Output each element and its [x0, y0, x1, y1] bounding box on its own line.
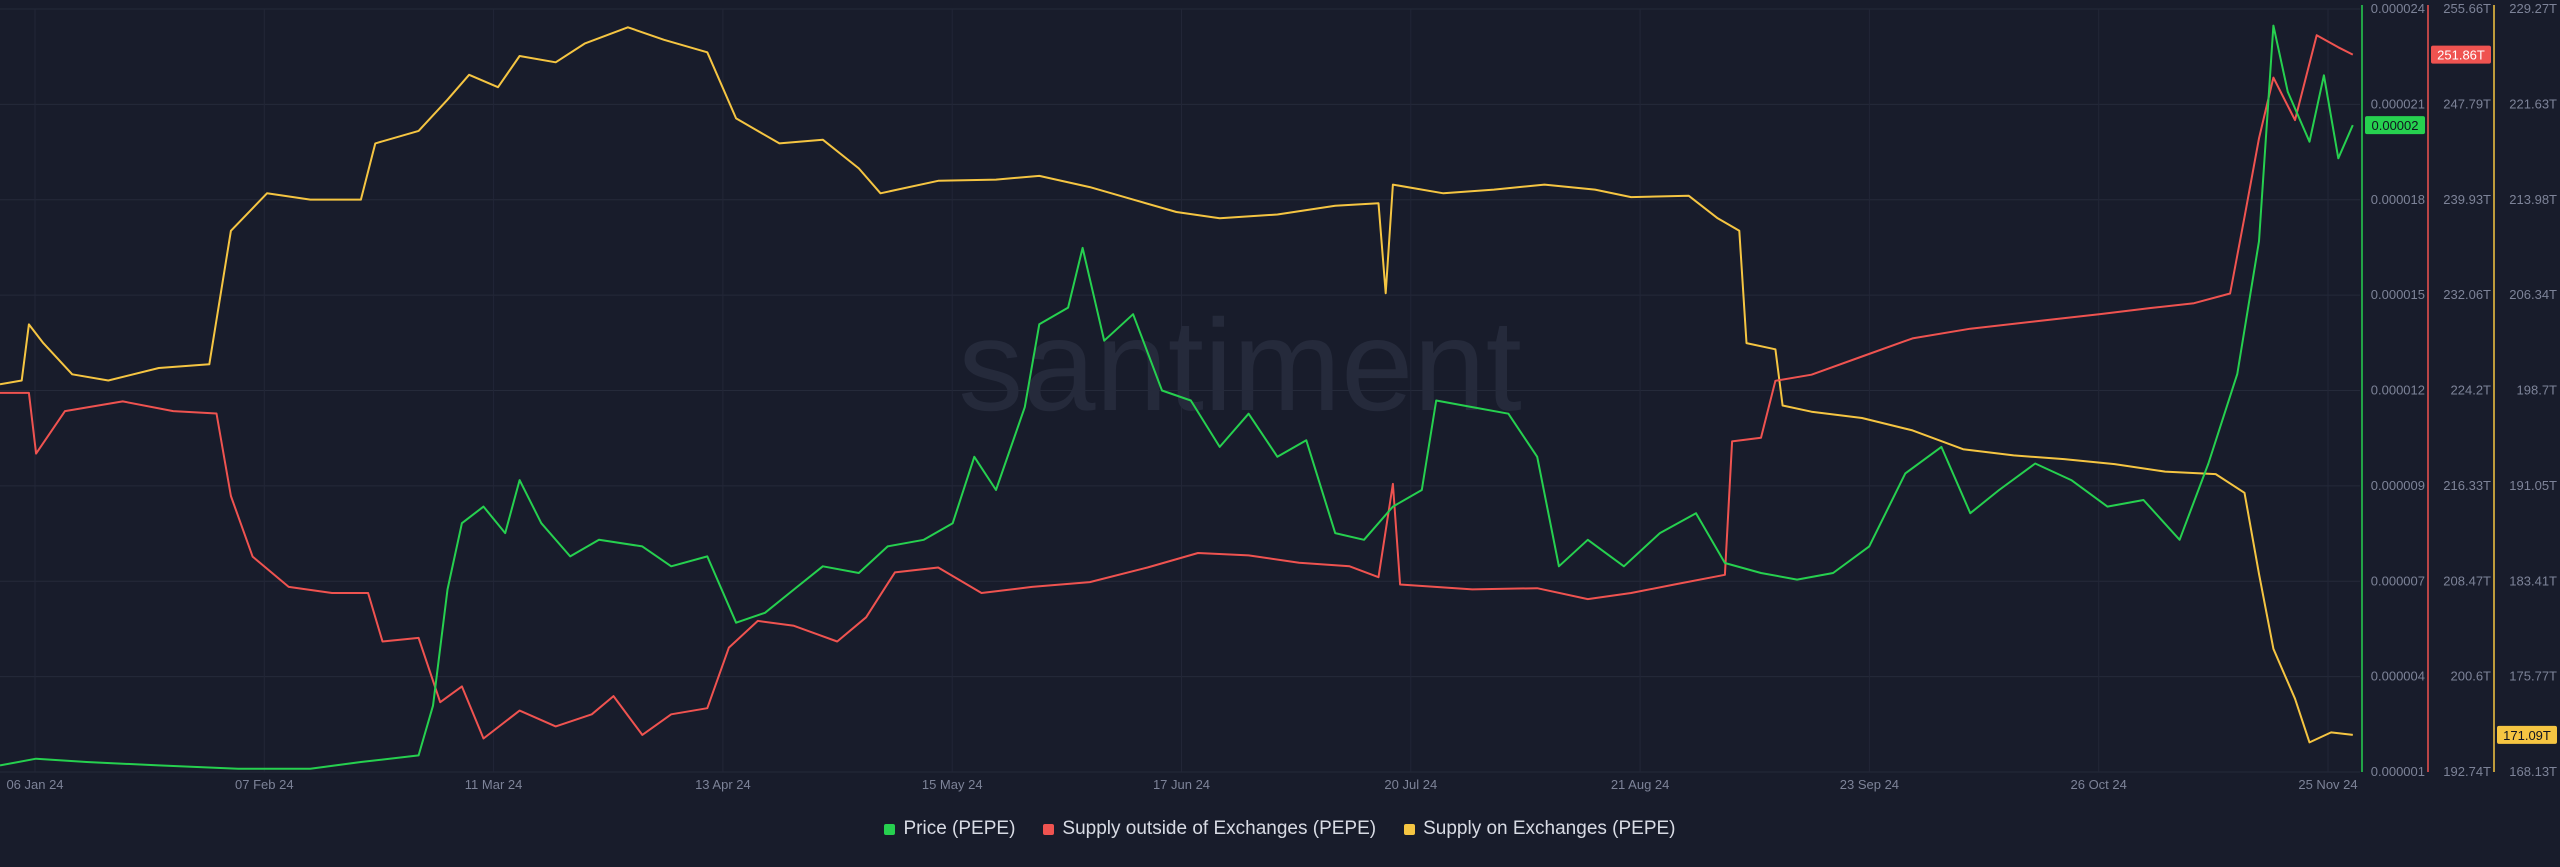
legend-label-supply-on: Supply on Exchanges (PEPE) — [1423, 818, 1676, 839]
legend-swatch-price — [884, 823, 896, 835]
chart-grid — [0, 8, 2360, 773]
x-axis: 06 Jan 24 07 Feb 24 11 Mar 24 13 Apr 24 15 M… — [6, 777, 2357, 792]
legend-label-price: Price (PEPE) — [903, 818, 1016, 839]
x-tick-label: 06 Jan 24 — [6, 777, 63, 792]
legend-label-supply-outside: Supply outside of Exchanges (PEPE) — [1062, 818, 1377, 839]
legend: Price (PEPE) Supply outside of Exchanges… — [0, 818, 2560, 840]
legend-swatch-supply-outside — [1043, 823, 1055, 835]
y-tick-label-price: 0.000021 — [2371, 96, 2425, 111]
last-value-badge-bg — [2497, 725, 2557, 744]
y-tick-label-supply_outside: 200.6T — [2451, 669, 2492, 684]
y-tick-label-price: 0.000012 — [2371, 383, 2425, 398]
x-tick-label: 13 Apr 24 — [695, 777, 751, 792]
y-tick-label-supply_outside: 224.2T — [2451, 383, 2492, 398]
last-value-badge-label: 171.09T — [2503, 728, 2551, 743]
y-tick-label-supply_outside: 216.33T — [2443, 478, 2491, 493]
last-value-badge-label: 0.00002 — [2372, 118, 2419, 133]
x-tick-label: 21 Aug 24 — [1611, 777, 1670, 792]
y-tick-label-supply_on: 206.34T — [2509, 287, 2557, 302]
y-tick-label-supply_outside: 192.74T — [2443, 764, 2491, 779]
watermark-text: santiment — [958, 292, 1522, 438]
y-tick-label-price: 0.000015 — [2371, 287, 2425, 302]
y-tick-label-supply_outside: 232.06T — [2443, 287, 2491, 302]
y-tick-label-supply_on: 221.63T — [2509, 96, 2557, 111]
y-tick-label-price: 0.000024 — [2371, 1, 2425, 16]
x-tick-label: 20 Jul 24 — [1384, 777, 1437, 792]
y-tick-label-price: 0.000009 — [2371, 478, 2425, 493]
x-tick-label: 25 Nov 24 — [2298, 777, 2357, 792]
x-tick-label: 23 Sep 24 — [1840, 777, 1899, 792]
series-line-price — [0, 24, 2354, 770]
y-tick-label-price: 0.000007 — [2371, 573, 2425, 588]
legend-swatch-supply-on — [1404, 823, 1416, 835]
y-tick-label-supply_on: 229.27T — [2509, 1, 2557, 16]
y-tick-label-supply_on: 213.98T — [2509, 192, 2557, 207]
y-tick-label-supply_on: 183.41T — [2509, 573, 2557, 588]
axis-layer: 0.000024 0.000021 0.000018 0.000015 0.000012… — [2361, 1, 2558, 779]
y-tick-label-supply_outside: 208.47T — [2443, 573, 2491, 588]
series-line-supply_on — [0, 26, 2353, 744]
series-layer — [0, 24, 2354, 770]
y-tick-label-price: 0.000018 — [2371, 192, 2425, 207]
legend-item-supply-outside[interactable]: Supply outside of Exchanges (PEPE) — [1043, 818, 1376, 840]
last-value-badge-supply_on: 171.09T — [2497, 725, 2557, 744]
x-tick-label: 26 Oct 24 — [2071, 777, 2127, 792]
series-line-supply_outside — [0, 34, 2354, 740]
last-value-badge-price: 0.00002 — [2365, 116, 2425, 135]
y-tick-label-supply_outside: 247.79T — [2443, 96, 2491, 111]
y-tick-label-supply_outside: 255.66T — [2443, 1, 2491, 16]
y-tick-label-supply_on: 198.7T — [2517, 383, 2558, 398]
x-tick-label: 15 May 24 — [922, 777, 983, 792]
y-tick-label-price: 0.000004 — [2371, 669, 2425, 684]
y-tick-label-supply_on: 191.05T — [2509, 478, 2557, 493]
last-value-badge-label: 251.86T — [2437, 48, 2485, 63]
last-value-badge-supply_outside: 251.86T — [2431, 45, 2491, 64]
legend-item-price[interactable]: Price (PEPE) — [884, 818, 1015, 840]
x-tick-label: 07 Feb 24 — [235, 777, 294, 792]
y-tick-label-price: 0.000001 — [2371, 764, 2425, 779]
x-tick-label: 11 Mar 24 — [465, 777, 523, 792]
y-tick-label-supply_outside: 239.93T — [2443, 192, 2491, 207]
last-value-badge-bg — [2431, 45, 2491, 64]
last-value-badge-bg — [2365, 116, 2425, 135]
legend-item-supply-on[interactable]: Supply on Exchanges (PEPE) — [1404, 818, 1676, 840]
y-tick-label-supply_on: 175.77T — [2509, 669, 2557, 684]
y-tick-label-supply_on: 168.13T — [2509, 764, 2557, 779]
x-tick-label: 17 Jun 24 — [1153, 777, 1210, 792]
